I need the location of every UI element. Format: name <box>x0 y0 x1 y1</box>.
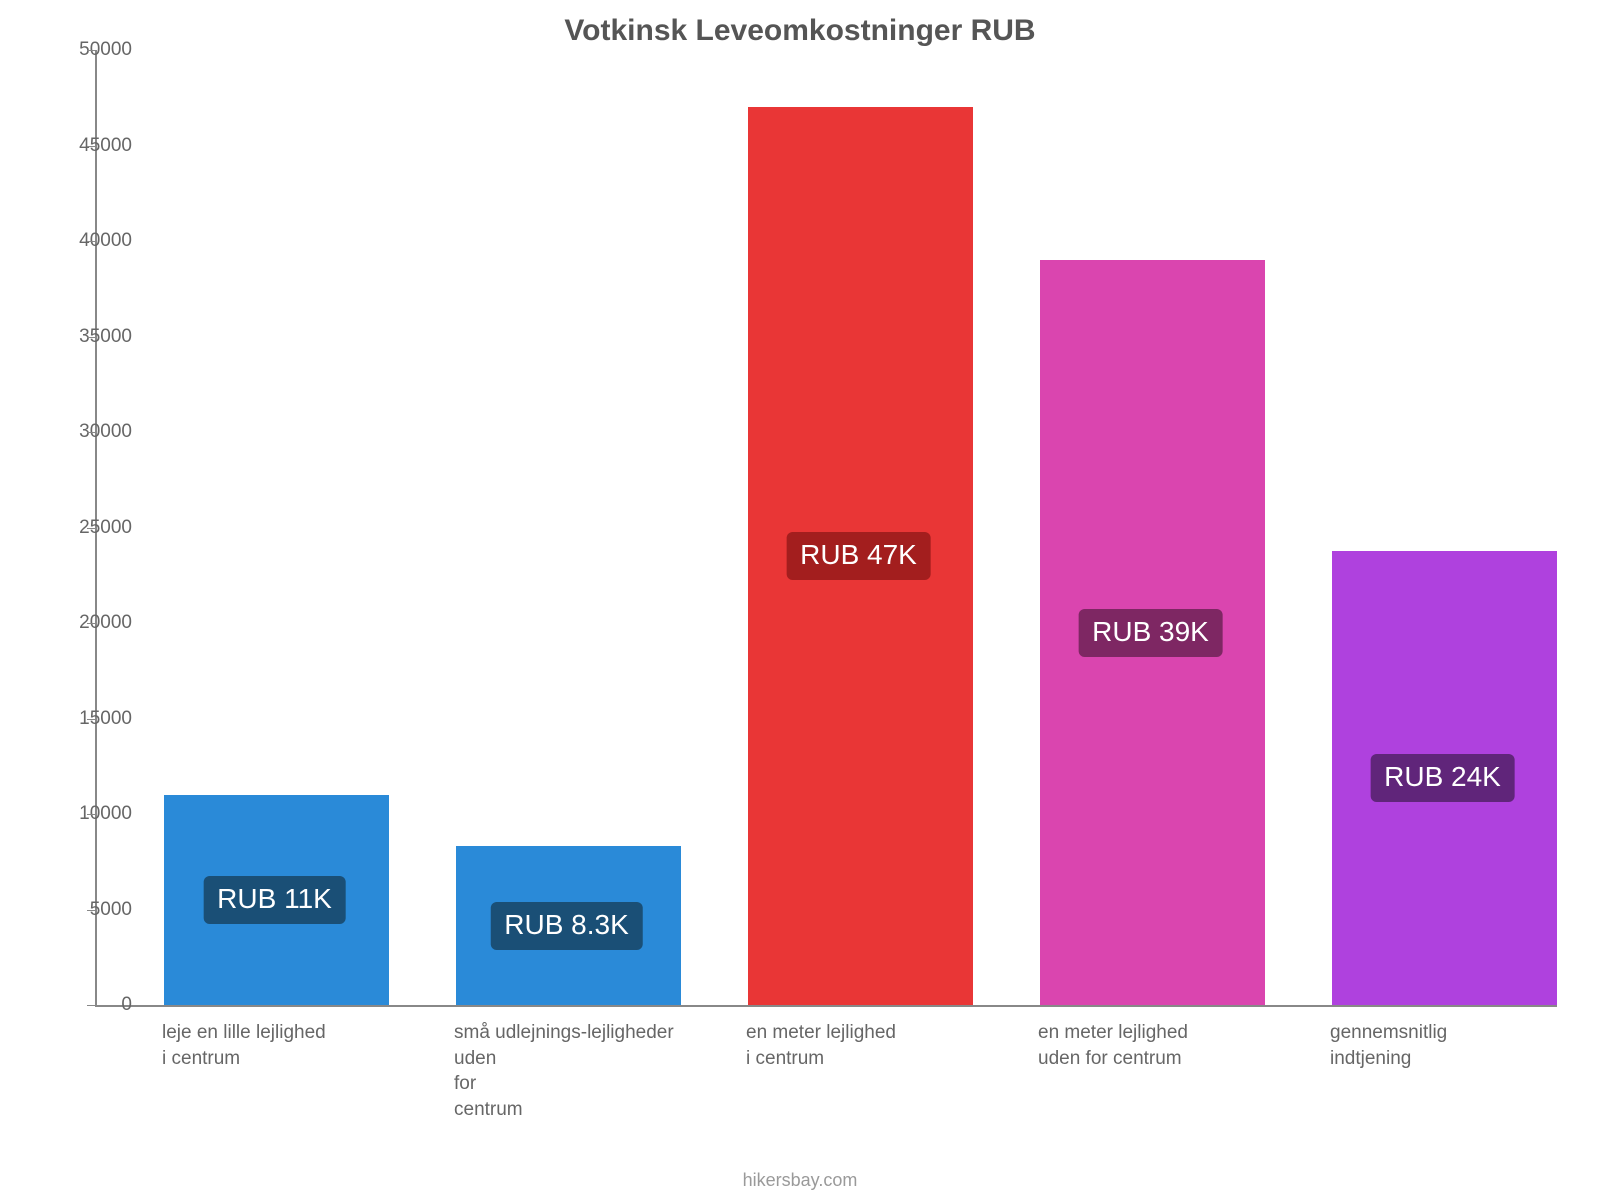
x-axis-label-line: i centrum <box>746 1046 971 1072</box>
x-axis-label-line: leje en lille lejlighed <box>162 1020 387 1046</box>
y-tick-mark <box>87 719 95 720</box>
x-axis-label: leje en lille lejlighedi centrum <box>162 1020 387 1071</box>
x-axis-label: små udlejnings-lejlighederudenforcentrum <box>454 1020 679 1123</box>
x-axis-label: en meter lejlighedi centrum <box>746 1020 971 1071</box>
x-axis-label-line: små udlejnings-lejligheder <box>454 1020 679 1046</box>
y-tick-mark <box>87 910 95 911</box>
bar-value-label: RUB 47K <box>786 532 931 580</box>
x-axis-label-line: en meter lejlighed <box>1038 1020 1263 1046</box>
x-axis-label-line: centrum <box>454 1097 679 1123</box>
bar-value-label: RUB 11K <box>203 876 346 924</box>
x-axis-label-line: uden <box>454 1046 679 1072</box>
bar-value-label: RUB 39K <box>1078 609 1223 657</box>
x-axis-label-line: uden for centrum <box>1038 1046 1263 1072</box>
y-tick-mark <box>87 528 95 529</box>
y-tick-label: 0 <box>121 994 132 1016</box>
y-tick-mark <box>87 241 95 242</box>
y-tick-mark <box>87 50 95 51</box>
chart-title: Votkinsk Leveomkostninger RUB <box>0 14 1600 48</box>
x-axis-label-line: indtjening <box>1330 1046 1555 1072</box>
x-axis-label: gennemsnitligindtjening <box>1330 1020 1555 1071</box>
x-axis-label-line: for <box>454 1071 679 1097</box>
y-tick-mark <box>87 432 95 433</box>
x-axis-label-line: gennemsnitlig <box>1330 1020 1555 1046</box>
x-axis-label-line: en meter lejlighed <box>746 1020 971 1046</box>
bars-layer <box>97 50 1557 1005</box>
x-axis-label-line: i centrum <box>162 1046 387 1072</box>
y-tick-mark <box>87 337 95 338</box>
y-tick-mark <box>87 814 95 815</box>
attribution-text: hikersbay.com <box>0 1170 1600 1191</box>
x-axis-label: en meter lejligheduden for centrum <box>1038 1020 1263 1071</box>
plot-area <box>95 50 1557 1007</box>
y-tick-mark <box>87 623 95 624</box>
bar-value-label: RUB 8.3K <box>490 902 643 950</box>
cost-of-living-bar-chart: Votkinsk Leveomkostninger RUB 0500010000… <box>0 0 1600 1200</box>
y-tick-mark <box>87 1005 95 1006</box>
y-tick-mark <box>87 146 95 147</box>
y-tick-label: 5000 <box>90 899 132 921</box>
bar-value-label: RUB 24K <box>1370 754 1515 802</box>
